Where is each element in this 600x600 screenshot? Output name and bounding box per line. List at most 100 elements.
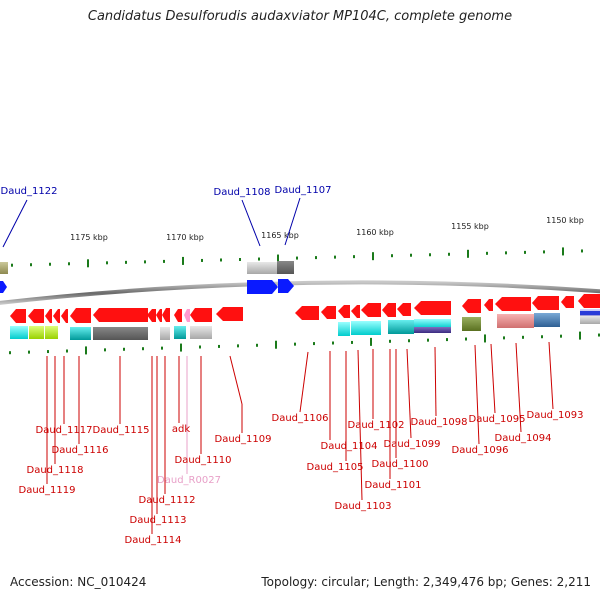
feature-cog-gray	[247, 262, 277, 274]
feature-cog-lime	[45, 326, 58, 339]
feature-cog-lime	[29, 326, 44, 339]
gene-label[interactable]: Daud_1112	[139, 495, 196, 506]
forward-gene-arrow	[0, 281, 7, 293]
gene-label[interactable]: Daud_1119	[19, 485, 76, 496]
reverse-gene-arrow	[28, 309, 44, 323]
feature-cog-blue	[580, 311, 600, 315]
reverse-gene-arrow	[45, 309, 52, 323]
leader-line	[2, 199, 28, 248]
scale-ticks-outer	[11, 247, 583, 268]
leader-line	[284, 197, 301, 246]
reverse-gene-arrow	[93, 308, 148, 322]
leader-line	[241, 199, 261, 247]
reverse-genes	[10, 294, 600, 323]
scale-label: 1155 kbp	[451, 222, 489, 231]
gene-label[interactable]: Daud_1106	[272, 413, 329, 424]
reverse-gene-arrow	[321, 306, 336, 319]
gene-label[interactable]: Daud_1096	[452, 445, 509, 456]
forward-gene-arrow	[247, 280, 278, 294]
forward-features	[0, 261, 294, 294]
reverse-gene-arrow	[462, 299, 481, 313]
feature-cog-teal	[70, 327, 91, 340]
gene-label[interactable]: Daud_1093	[527, 410, 584, 421]
gene-label[interactable]: Daud_1102	[348, 420, 405, 431]
feature-cog-purple	[414, 327, 451, 333]
feature-cog-gray	[190, 326, 212, 339]
reverse-gene-arrow	[484, 299, 493, 311]
feature-cog-teal	[388, 320, 414, 334]
gene-label[interactable]: Daud_1122	[1, 186, 58, 197]
feature-cog-pink	[497, 314, 534, 328]
reverse-gene-arrow	[162, 308, 170, 322]
gene-label[interactable]: Daud_1116	[52, 445, 109, 456]
feature-cog-gray	[160, 327, 170, 340]
scale-label: 1175 kbp	[70, 233, 108, 242]
scale-ticks-inner	[9, 331, 600, 355]
leader-line	[490, 343, 496, 414]
feature-cog-cyan	[10, 326, 28, 339]
leader-line	[229, 355, 243, 405]
accession-text: Accession: NC_010424	[10, 575, 147, 589]
leader-line	[357, 349, 363, 501]
gene-label[interactable]: Daud_1117	[36, 425, 93, 436]
map-title: Candidatus Desulforudis audaxviator MP10…	[87, 9, 513, 24]
gene-label[interactable]: Daud_1105	[307, 462, 364, 473]
gene-label[interactable]: Daud_1109	[215, 434, 272, 445]
feature-cog-steel	[534, 313, 560, 327]
gene-label[interactable]: Daud_1104	[321, 441, 378, 452]
reverse-gene-arrow	[10, 309, 26, 323]
reverse-gene-arrow	[216, 307, 243, 321]
scale-label: 1160 kbp	[356, 228, 394, 237]
feature-cog-green	[462, 317, 481, 331]
reverse-gene-arrow	[397, 303, 411, 316]
gene-label[interactable]: Daud_1095	[469, 414, 526, 425]
gene-label[interactable]: Daud_1100	[372, 459, 429, 470]
reverse-gene-arrow	[578, 294, 600, 308]
reverse-gene-arrow	[532, 296, 559, 310]
leader-line	[434, 346, 437, 417]
feature-cog-gray	[580, 316, 600, 324]
reverse-gene-arrow	[382, 303, 396, 317]
reverse-gene-arrow	[156, 309, 162, 322]
feature-cog-teal	[174, 326, 186, 339]
gene-label[interactable]: Daud_1094	[495, 433, 552, 444]
gene-label[interactable]: Daud_1114	[125, 535, 182, 546]
reverse-gene-arrow	[61, 309, 68, 323]
feature-cog-cyan	[338, 322, 350, 336]
reverse-gene-arrow	[295, 306, 319, 320]
reverse-gene-arrow	[190, 308, 212, 322]
feature-cog-dark	[93, 327, 148, 340]
reverse-gene-arrow	[338, 305, 350, 318]
forward-gene-arrow	[278, 279, 294, 293]
rna-gene-arrow	[184, 309, 190, 322]
feature-cog-dark	[277, 261, 294, 274]
feature-cog-cyan	[414, 319, 451, 328]
backbone-arc	[0, 280, 600, 305]
feature-cog-cyan	[351, 321, 381, 335]
reverse-gene-arrow	[561, 296, 574, 308]
topology-summary: Topology: circular; Length: 2,349,476 bp…	[261, 575, 591, 589]
gene-label[interactable]: Daud_1099	[384, 439, 441, 450]
gene-label[interactable]: Daud_1098	[411, 417, 468, 428]
gene-label[interactable]: Daud_1110	[175, 455, 232, 466]
gene-label[interactable]: Daud_1115	[93, 425, 150, 436]
gene-label[interactable]: Daud_1108	[214, 187, 271, 198]
leader-line	[406, 348, 412, 439]
gene-label[interactable]: Daud_R0027	[157, 475, 221, 486]
leader-line	[299, 351, 309, 413]
gene-label[interactable]: Daud_1103	[335, 501, 392, 512]
leader-line	[515, 342, 522, 433]
reverse-gene-arrow	[174, 309, 182, 322]
reverse-gene-arrow	[53, 309, 60, 323]
scale-label: 1170 kbp	[166, 233, 204, 242]
gene-label[interactable]: Daud_1118	[27, 465, 84, 476]
reverse-gene-arrow	[147, 309, 156, 322]
label-leader-lines	[2, 197, 554, 534]
gene-label[interactable]: Daud_1101	[365, 480, 422, 491]
scale-labels: 1175 kbp 1170 kbp 1165 kbp 1160 kbp 1155 kbp…	[70, 216, 584, 242]
gene-label[interactable]: Daud_1113	[130, 515, 187, 526]
reverse-gene-arrow	[361, 303, 381, 317]
gene-label[interactable]: adk	[172, 424, 190, 435]
gene-label[interactable]: Daud_1107	[275, 185, 332, 196]
